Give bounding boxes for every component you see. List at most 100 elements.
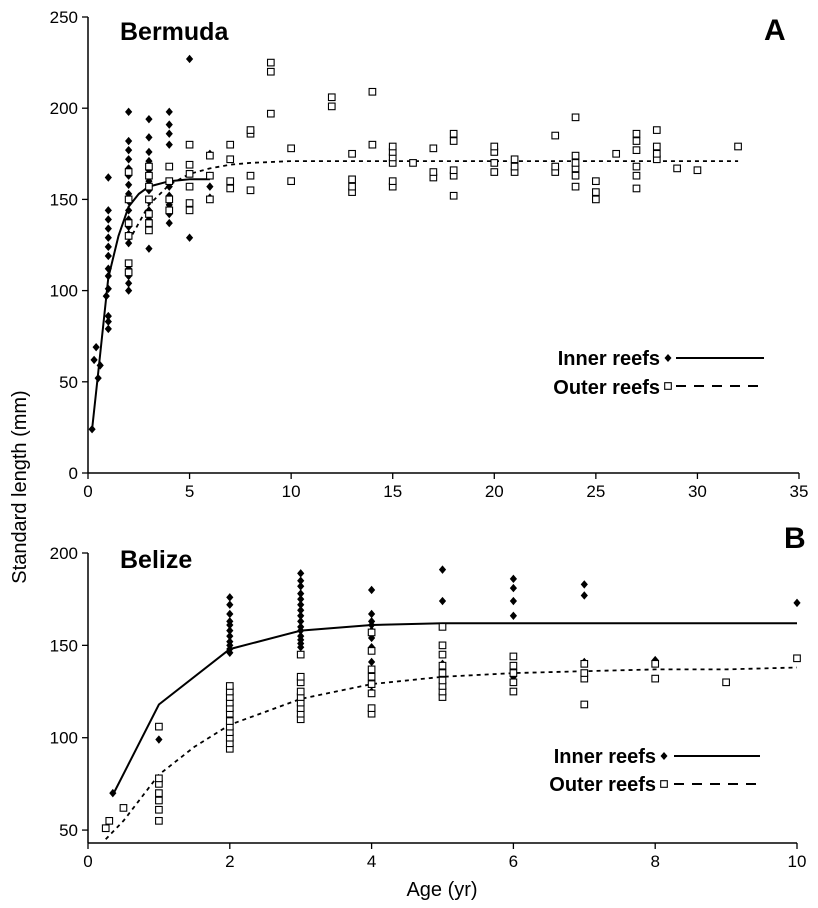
outer-reefs-point — [185, 170, 194, 178]
outer-reefs-point — [226, 177, 235, 186]
outer-reefs-point — [449, 191, 458, 200]
outer-reefs-point — [155, 789, 163, 797]
inner-reefs-point — [368, 585, 376, 595]
outer-reefs-fit-curve — [105, 666, 798, 840]
x-tick-label: 8 — [650, 852, 659, 871]
y-tick-label: 250 — [50, 8, 78, 27]
inner-reefs-point — [297, 582, 305, 591]
x-tick-label: 10 — [282, 482, 301, 501]
inner-reefs-point — [104, 224, 112, 233]
inner-reefs-point — [125, 136, 133, 146]
inner-reefs-point — [96, 361, 104, 370]
outer-reefs-point — [206, 151, 214, 160]
outer-reefs-point — [734, 142, 742, 151]
outer-reefs-point — [510, 162, 519, 171]
outer-reefs-point — [185, 206, 194, 215]
inner-reefs-point — [92, 342, 100, 352]
inner-reefs-point — [165, 107, 173, 117]
inner-reefs-point — [125, 279, 133, 288]
panel-bermuda-fit-curves — [91, 160, 739, 430]
outer-reefs-point — [124, 168, 133, 176]
outer-reefs-point — [155, 774, 163, 783]
outer-reefs-point — [551, 131, 560, 140]
inner-reefs-point — [125, 238, 133, 248]
outer-reefs-point — [246, 126, 255, 134]
outer-reefs-point — [226, 155, 235, 164]
inner-reefs-point — [104, 271, 112, 281]
outer-reefs-point — [367, 689, 376, 698]
outer-reefs-point — [571, 113, 580, 122]
outer-reefs-point — [652, 126, 661, 134]
inner-reefs-point — [226, 609, 234, 619]
inner-reefs-point — [88, 425, 96, 434]
legend-outer-reefs-label: Outer reefs — [553, 377, 660, 399]
outer-reefs-point — [165, 162, 174, 171]
outer-reefs-point — [206, 171, 214, 180]
outer-reefs-point — [551, 162, 560, 171]
legend-inner-reefs-label: Inner reefs — [554, 746, 656, 768]
inner-reefs-point — [104, 242, 112, 252]
inner-reefs-point — [226, 637, 234, 646]
outer-reefs-point — [509, 661, 518, 670]
inner-reefs-point — [297, 606, 305, 615]
inner-reefs-point — [125, 206, 133, 215]
outer-reefs-point — [580, 700, 589, 709]
inner-reefs-fit-curve — [111, 622, 797, 796]
outer-reefs-point — [124, 259, 133, 268]
outer-reefs-point — [580, 659, 589, 668]
outer-reefs-point — [246, 171, 255, 180]
outer-reefs-point — [693, 166, 702, 175]
inner-reefs-point — [90, 355, 98, 365]
inner-reefs-point — [165, 120, 173, 129]
legend-outer-reefs-marker — [660, 780, 668, 788]
outer-reefs-point — [722, 678, 730, 687]
outer-reefs-point — [225, 682, 234, 690]
y-axis-title: Standard length (mm) — [9, 390, 31, 583]
panel-belize: 0 2 4 6 8 10 50 100 150 200 Belize B Inner reefs … — [50, 522, 807, 871]
outer-reefs-point — [632, 171, 641, 180]
outer-reefs-point — [367, 680, 376, 688]
inner-reefs-point — [145, 176, 153, 186]
y-tick-label: 50 — [59, 373, 78, 392]
outer-reefs-point — [124, 268, 133, 277]
inner-reefs-point — [145, 114, 153, 124]
outer-reefs-point — [652, 149, 661, 158]
inner-reefs-point — [165, 218, 173, 228]
outer-reefs-point — [449, 166, 458, 175]
outer-reefs-point — [632, 137, 641, 145]
outer-reefs-point — [296, 650, 305, 659]
outer-reefs-point — [348, 175, 356, 184]
outer-reefs-point — [510, 155, 519, 164]
panel-belize-legend: Inner reefs Outer reefs — [549, 746, 760, 796]
x-tick-label: 2 — [225, 852, 234, 871]
inner-reefs-point — [104, 264, 112, 273]
inner-reefs-point — [509, 611, 517, 621]
inner-reefs-point — [109, 788, 117, 798]
outer-reefs-point — [490, 142, 499, 151]
outer-reefs-point — [367, 628, 376, 637]
outer-reefs-point — [124, 232, 133, 240]
inner-reefs-point — [509, 583, 517, 593]
panel-bermuda-title: Bermuda — [120, 18, 229, 46]
y-tick-label: 100 — [50, 282, 78, 301]
outer-reefs-point — [438, 669, 447, 677]
inner-reefs-point — [368, 657, 376, 667]
panel-bermuda-letter: A — [764, 14, 786, 47]
inner-reefs-point — [297, 569, 305, 578]
inner-reefs-point — [125, 286, 133, 295]
x-axis-title: Age (yr) — [406, 879, 477, 901]
outer-reefs-point — [592, 188, 600, 196]
outer-reefs-point — [367, 704, 376, 713]
inner-reefs-point — [226, 631, 234, 641]
outer-reefs-point — [155, 722, 163, 731]
outer-reefs-point — [388, 142, 397, 151]
inner-reefs-point — [104, 284, 112, 293]
outer-reefs-point — [509, 669, 518, 677]
outer-reefs-point — [105, 816, 114, 825]
inner-reefs-point — [102, 291, 110, 301]
x-tick-label: 15 — [383, 482, 402, 501]
outer-reefs-point — [438, 641, 447, 650]
inner-reefs-point — [297, 622, 305, 632]
outer-reefs-point — [266, 109, 275, 118]
inner-reefs-point — [145, 147, 153, 157]
